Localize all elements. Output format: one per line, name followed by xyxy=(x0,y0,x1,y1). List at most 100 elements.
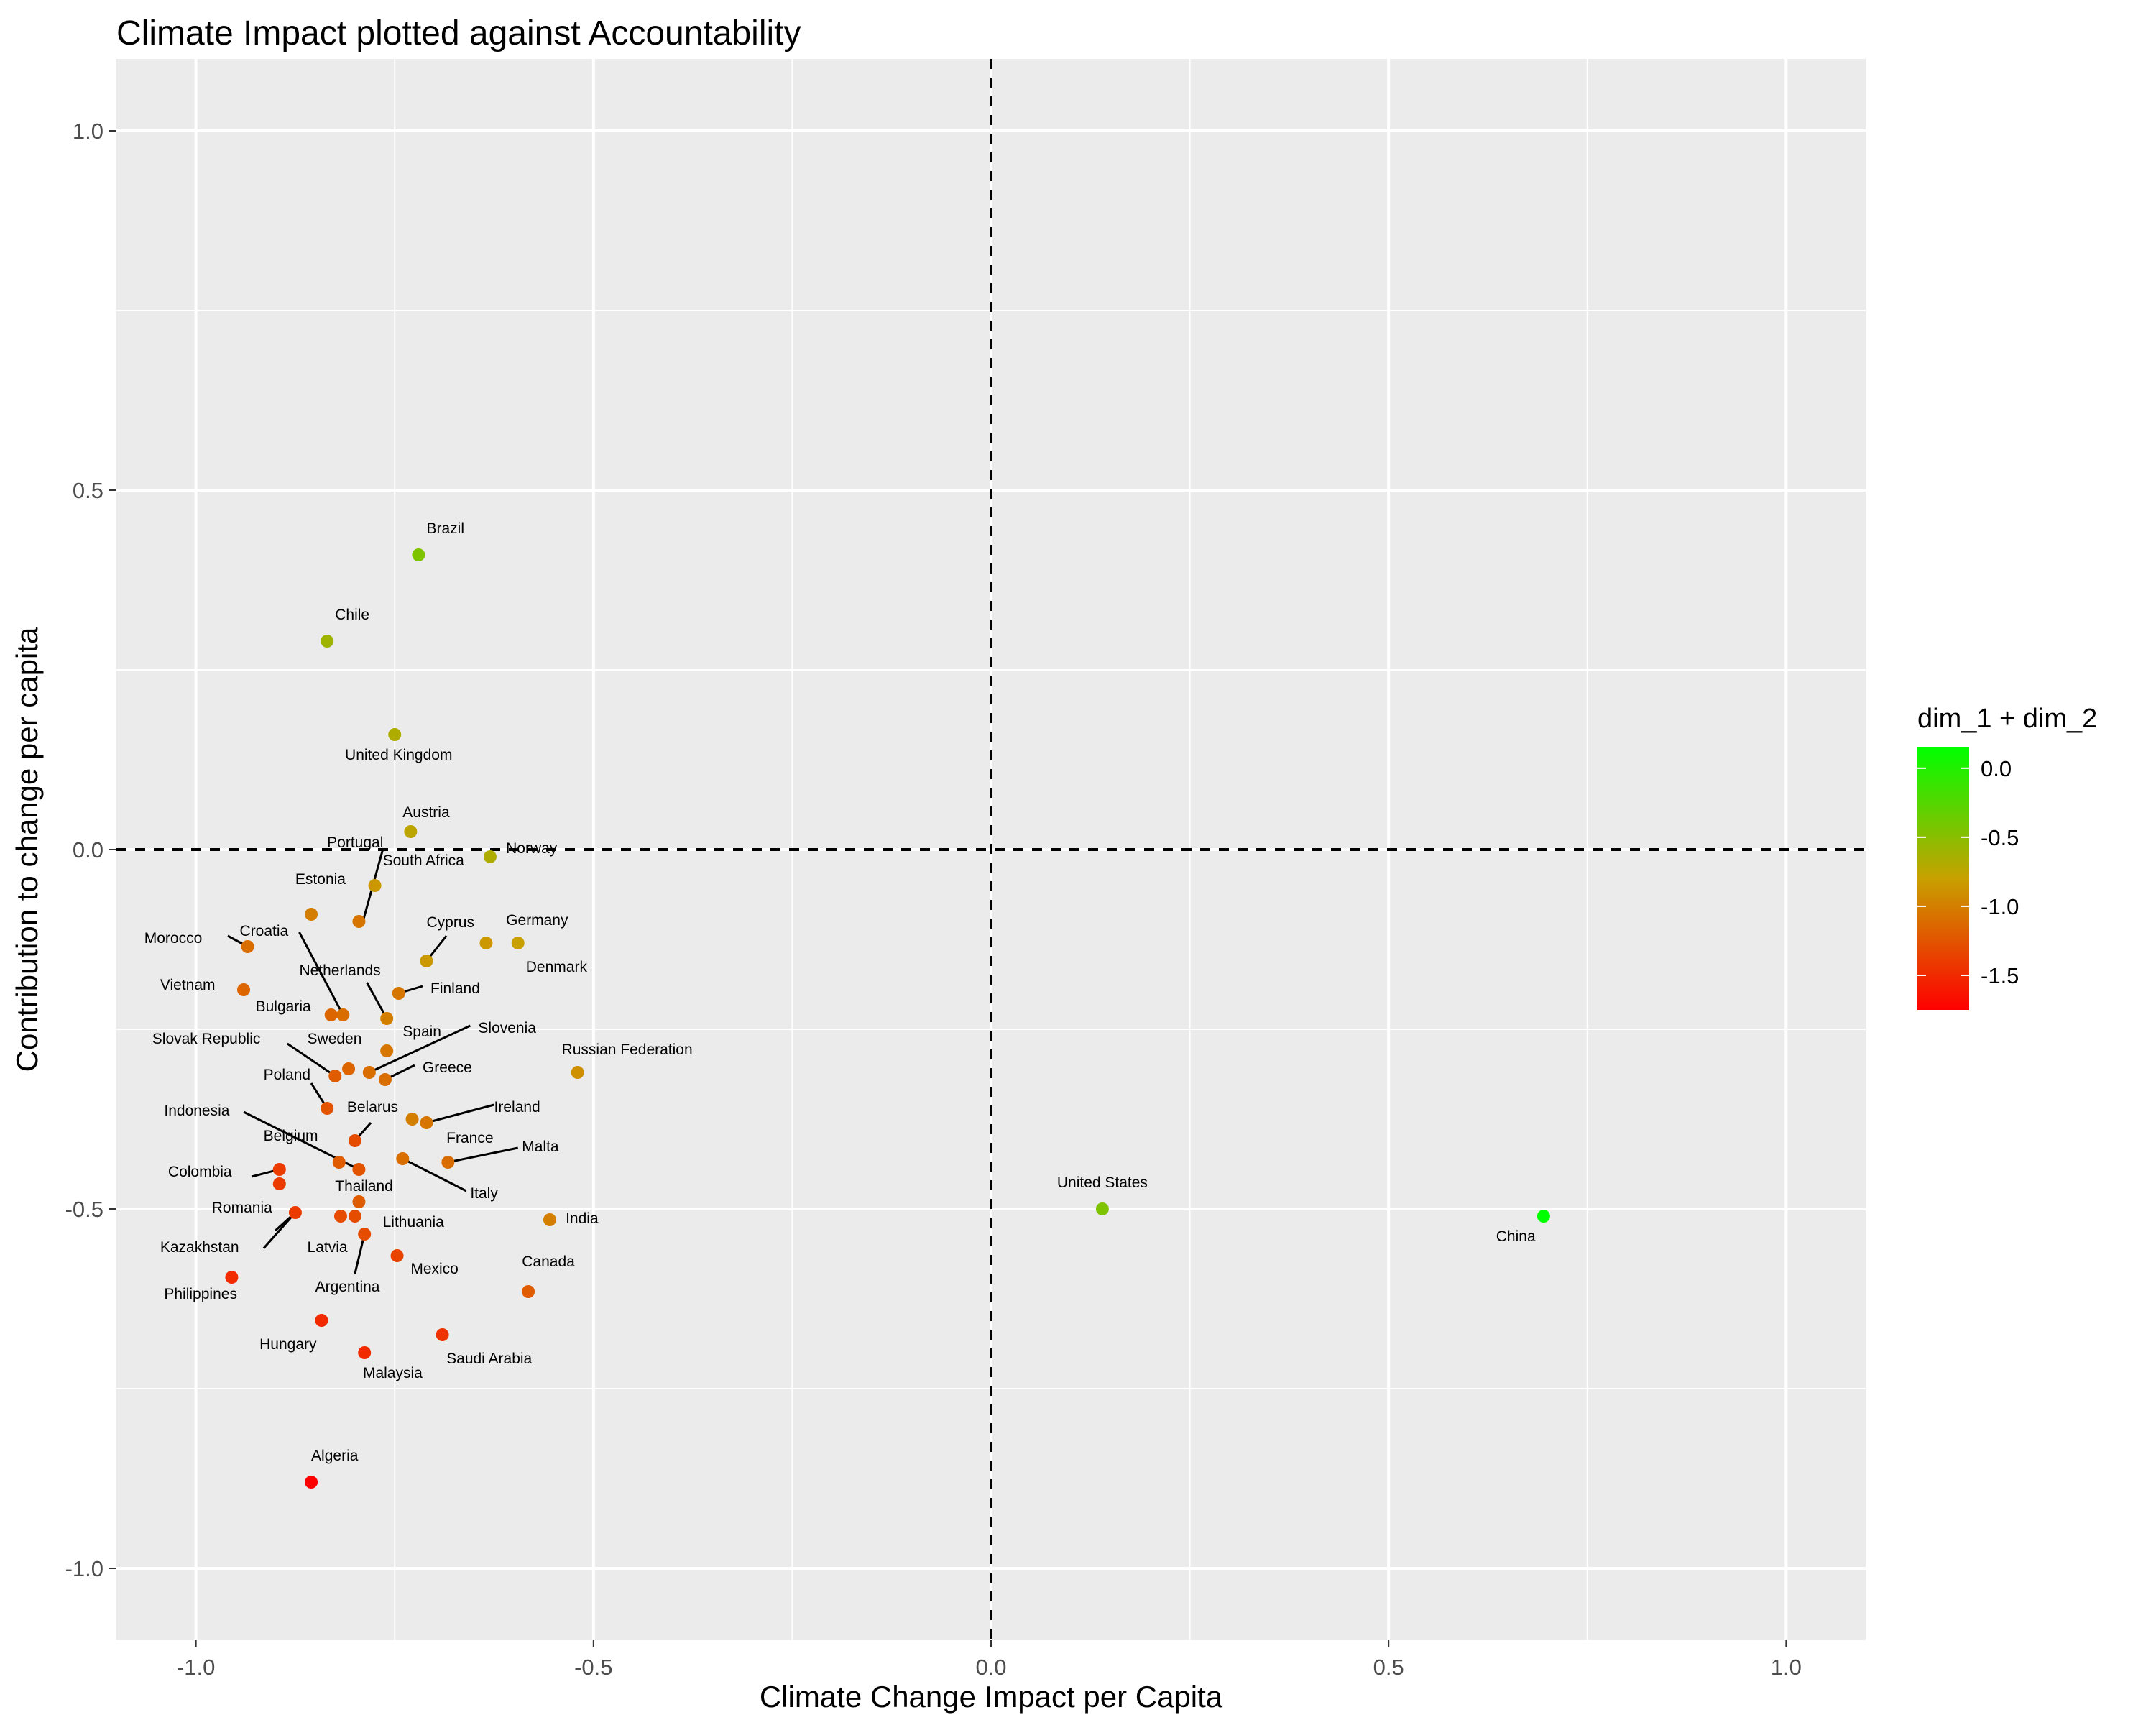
point-label: Thailand xyxy=(335,1178,393,1195)
point-label: Vietnam xyxy=(160,977,216,993)
y-tick-label: 1.0 xyxy=(73,119,103,144)
data-point xyxy=(321,635,334,648)
point-label: United States xyxy=(1057,1174,1148,1191)
x-tick-label: 1.0 xyxy=(1771,1655,1802,1680)
point-label: France xyxy=(446,1130,493,1146)
point-label: Chile xyxy=(335,607,369,623)
data-point xyxy=(390,1249,404,1262)
data-points xyxy=(225,548,1550,1489)
point-label: Russian Federation xyxy=(562,1041,693,1058)
point-label: Saudi Arabia xyxy=(446,1351,532,1367)
point-label: Poland xyxy=(264,1067,310,1083)
point-label: South Africa xyxy=(383,852,465,869)
point-label: Latvia xyxy=(308,1239,348,1256)
point-label: Canada xyxy=(522,1254,575,1270)
data-point xyxy=(272,1163,286,1176)
point-label: Algeria xyxy=(311,1448,359,1464)
data-point xyxy=(352,915,366,928)
point-label: Belgium xyxy=(264,1128,318,1144)
data-point xyxy=(420,1116,433,1129)
data-point xyxy=(436,1328,449,1341)
point-label: India xyxy=(566,1210,599,1227)
point-label: Malta xyxy=(522,1138,559,1155)
leader-line xyxy=(448,1146,519,1164)
point-label: Mexico xyxy=(410,1261,459,1277)
point-label: Slovenia xyxy=(478,1020,536,1036)
legend-tick-label: -1.5 xyxy=(1981,963,2019,988)
point-label: Brazil xyxy=(426,520,464,537)
data-point xyxy=(412,548,425,561)
data-point xyxy=(315,1314,328,1327)
data-point xyxy=(368,879,382,892)
point-label: Denmark xyxy=(526,959,588,975)
y-axis-title: Contribution to change per capita xyxy=(10,627,44,1072)
y-tick-label: 0.5 xyxy=(73,478,103,503)
data-point xyxy=(543,1213,556,1226)
data-point xyxy=(328,1070,342,1082)
leader-line xyxy=(369,1024,471,1074)
point-label: Norway xyxy=(506,840,558,857)
point-label: China xyxy=(1496,1228,1536,1245)
point-label: Kazakhstan xyxy=(160,1239,239,1256)
data-point xyxy=(1095,1202,1109,1215)
legend-tick-label: 0.0 xyxy=(1981,756,2012,781)
data-point xyxy=(405,1113,419,1126)
point-label: Finland xyxy=(430,980,480,997)
data-point xyxy=(342,1062,356,1075)
data-point xyxy=(336,1008,350,1021)
y-tick-label: 0.0 xyxy=(73,837,103,862)
x-axis-ticks: -1.0 -0.5 0.0 0.5 1.0 xyxy=(177,1640,1802,1680)
data-point xyxy=(420,954,433,967)
y-tick-label: -1.0 xyxy=(65,1556,103,1581)
leader-line xyxy=(287,1042,336,1077)
leader-line xyxy=(402,1157,467,1192)
data-point xyxy=(522,1285,535,1298)
point-label: Greece xyxy=(423,1059,472,1076)
reference-lines xyxy=(116,59,1866,1640)
leader-line xyxy=(298,932,344,1016)
data-point xyxy=(333,1210,347,1223)
data-point xyxy=(288,1206,302,1219)
y-tick-label: -0.5 xyxy=(65,1197,103,1222)
data-point xyxy=(348,1134,361,1147)
point-label: Hungary xyxy=(259,1336,317,1353)
data-point xyxy=(305,908,318,921)
data-point xyxy=(241,940,254,953)
point-label: Portugal xyxy=(327,834,383,851)
x-tick-label: 0.5 xyxy=(1373,1655,1404,1680)
legend-tick-label: -1.0 xyxy=(1981,894,2019,919)
data-point xyxy=(237,983,251,996)
point-label: Ireland xyxy=(494,1099,540,1116)
data-point xyxy=(362,1066,376,1079)
point-label: Netherlands xyxy=(299,962,380,979)
data-point xyxy=(396,1152,410,1165)
point-labels: Brazil Chile United Kingdom Austria Norway Po… xyxy=(144,520,1536,1464)
point-label: Morocco xyxy=(144,930,203,947)
colorbar xyxy=(1917,748,1969,1010)
point-label: Cyprus xyxy=(426,914,474,931)
point-label: Italy xyxy=(470,1185,498,1202)
data-point xyxy=(392,987,405,1000)
colorbar-legend: dim_1 + dim_2 0.0 -0.5 -1.0 -1.5 xyxy=(1917,704,2097,1010)
data-point xyxy=(305,1476,318,1489)
point-label: Argentina xyxy=(315,1279,380,1295)
x-tick-label: 0.0 xyxy=(975,1655,1006,1680)
legend-tick-label: -0.5 xyxy=(1981,825,2019,850)
data-point xyxy=(352,1163,366,1176)
leader-line xyxy=(262,1212,297,1249)
data-point xyxy=(378,1073,392,1086)
data-point xyxy=(511,937,525,949)
data-point xyxy=(404,825,418,838)
point-label: United Kingdom xyxy=(345,747,452,763)
data-point xyxy=(352,1195,366,1208)
point-label: Romania xyxy=(212,1200,272,1216)
point-label: Estonia xyxy=(295,871,346,888)
x-tick-label: -1.0 xyxy=(177,1655,215,1680)
data-point xyxy=(483,850,497,863)
point-label: Germany xyxy=(506,912,568,929)
data-point xyxy=(272,1177,286,1190)
data-point xyxy=(388,728,402,741)
data-point xyxy=(380,1012,394,1025)
data-point xyxy=(380,1044,394,1057)
